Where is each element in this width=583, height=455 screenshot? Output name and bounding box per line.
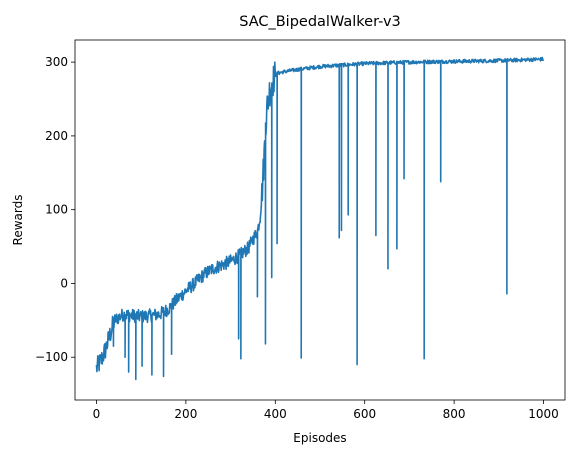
y-tick-label: 0 [60,276,68,290]
y-axis: −100 0 100 200 300 [35,55,75,364]
y-tick-label: −100 [35,350,68,364]
x-tick-label: 600 [353,407,376,421]
x-tick-label: 1000 [528,407,559,421]
x-tick-label: 200 [174,407,197,421]
x-axis: 0 200 400 600 800 1000 [93,400,559,421]
y-tick-label: 200 [45,129,68,143]
series-line-rewards [95,56,545,381]
chart-title: SAC_BipedalWalker-v3 [239,14,401,30]
y-tick-label: 300 [45,55,68,69]
x-axis-label: Episodes [293,431,346,445]
plot-area [95,56,545,381]
y-axis-label: Rewards [11,195,25,246]
x-tick-label: 0 [93,407,101,421]
x-tick-label: 400 [264,407,287,421]
plot-frame [74,39,566,401]
x-tick-label: 800 [443,407,466,421]
y-tick-label: 100 [45,203,68,217]
